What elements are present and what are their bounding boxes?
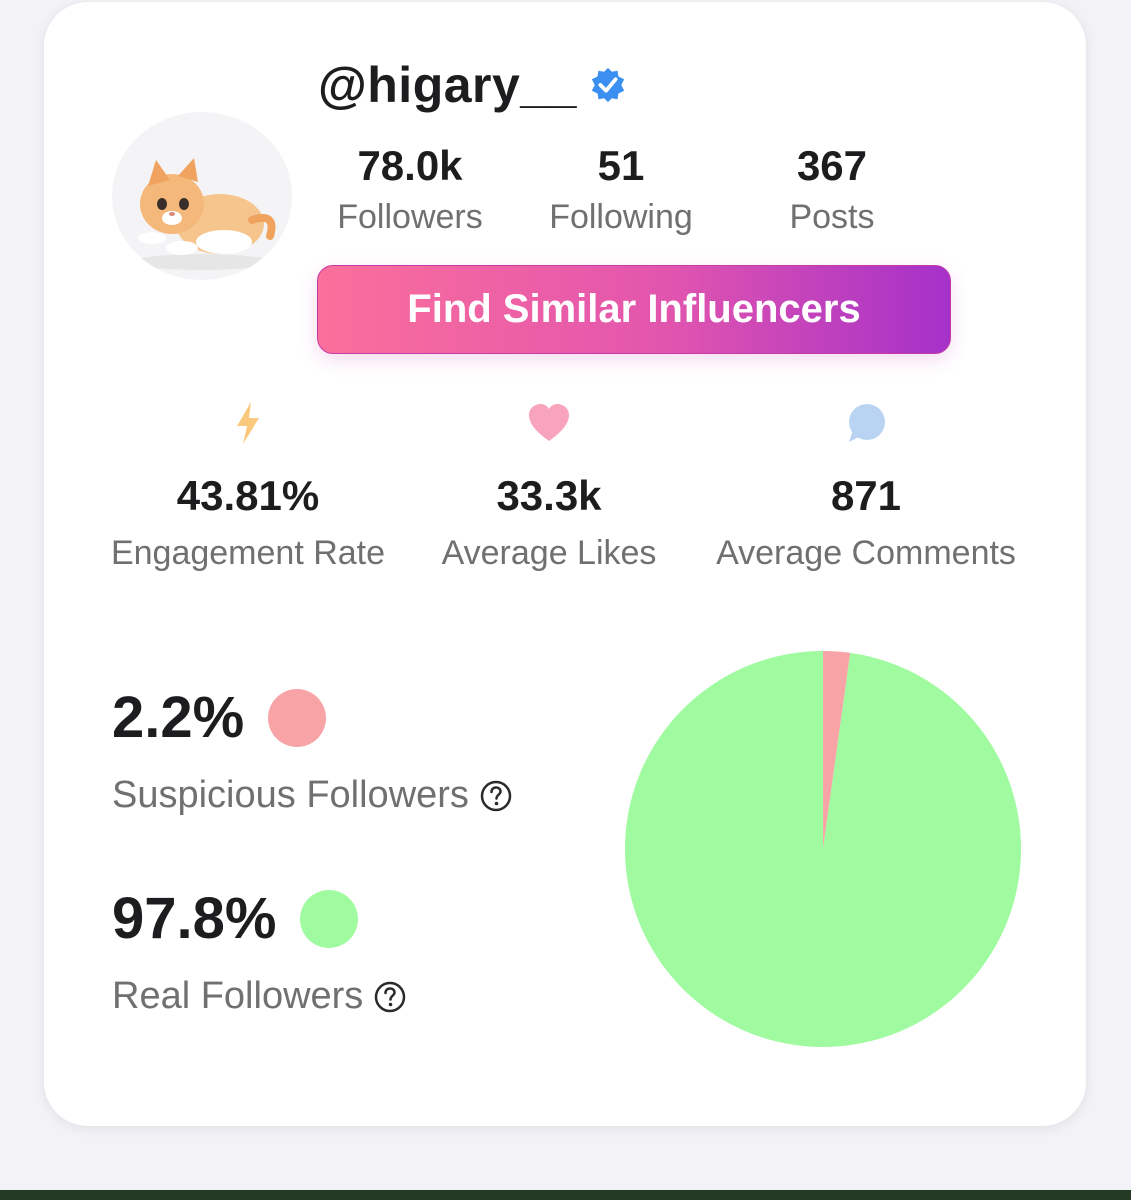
followers-pie-chart <box>624 651 1021 1047</box>
stat-value: 78.0k <box>357 142 463 189</box>
stat-following: 51 Following <box>521 142 721 237</box>
find-similar-influencers-button[interactable]: Find Similar Influencers <box>317 265 951 354</box>
stat-value: 51 <box>597 142 645 189</box>
stat-posts: 367 Posts <box>732 142 932 237</box>
stat-label: Posts <box>789 198 875 236</box>
kitten-avatar-icon <box>132 158 276 270</box>
suspicious-followers-row: 2.2% <box>112 684 327 751</box>
real-followers-label-row: Real Followers <box>112 975 407 1018</box>
real-followers-value: 97.8% <box>112 886 277 951</box>
verified-badge-icon <box>591 67 625 103</box>
stat-label: Followers <box>337 198 483 236</box>
metric-label: Engagement Rate <box>110 534 386 572</box>
help-icon[interactable] <box>373 980 407 1014</box>
heart-icon <box>529 404 569 441</box>
comment-bubble-icon <box>849 404 885 442</box>
metric-value: 43.81% <box>176 472 320 519</box>
suspicious-legend-dot <box>268 688 327 747</box>
metric-value: 871 <box>830 472 902 519</box>
suspicious-followers-value: 2.2% <box>112 685 245 750</box>
metric-label: Average Likes <box>441 534 657 572</box>
metric-label: Average Comments <box>716 534 1016 572</box>
profile-avatar <box>112 112 292 280</box>
real-followers-row: 97.8% <box>112 885 359 952</box>
lightning-icon <box>237 402 259 444</box>
stat-followers: 78.0k Followers <box>310 142 510 237</box>
stat-label: Following <box>549 198 693 236</box>
suspicious-followers-label: Suspicious Followers <box>112 774 469 816</box>
pie-slice-suspicious-followers <box>823 651 851 849</box>
username-row: @higary__ <box>318 56 627 114</box>
bottom-bar <box>0 1190 1131 1200</box>
stat-value: 367 <box>796 142 868 189</box>
metric-average-likes: 33.3k Average Likes <box>384 400 714 573</box>
real-legend-dot <box>300 889 359 948</box>
metric-engagement-rate: 43.81% Engagement Rate <box>83 400 413 573</box>
pie-slice-real-followers <box>624 651 1021 1047</box>
username: @higary__ <box>318 57 577 113</box>
help-icon[interactable] <box>479 779 513 813</box>
real-followers-label: Real Followers <box>112 975 364 1017</box>
metric-average-comments: 871 Average Comments <box>701 400 1031 573</box>
metric-value: 33.3k <box>496 472 602 519</box>
suspicious-followers-label-row: Suspicious Followers <box>112 774 513 817</box>
